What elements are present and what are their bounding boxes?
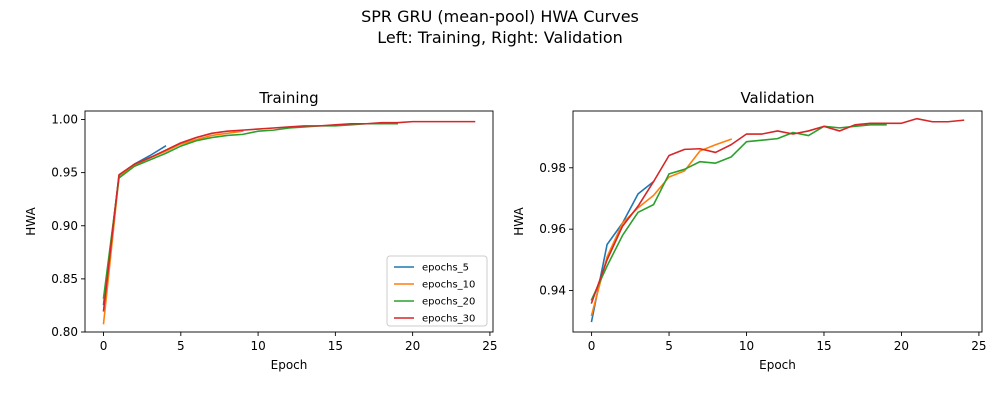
validation-x-tick-label: 0 bbox=[588, 339, 596, 353]
validation-x-tick-label: 5 bbox=[665, 339, 673, 353]
training-y-tick-label: 0.90 bbox=[51, 219, 78, 233]
validation-series-line-epochs_30 bbox=[590, 117, 965, 304]
training-y-axis-label: HWA bbox=[24, 206, 38, 235]
validation-x-axis-label: Epoch bbox=[759, 358, 796, 372]
validation-y-tick-label: 0.94 bbox=[539, 284, 566, 298]
training-y-tick-label: 0.85 bbox=[51, 272, 78, 286]
training-series-line-epochs_10 bbox=[102, 130, 244, 325]
training-series-line-epochs_30 bbox=[102, 120, 476, 312]
legend-frame bbox=[386, 255, 488, 327]
training-legend: epochs_5 epochs_10 epochs_20 epochs_30 bbox=[386, 255, 488, 327]
training-x-tick-label: 20 bbox=[405, 339, 420, 353]
training-axes-frame bbox=[84, 110, 494, 333]
legend-label-epochs_20: epochs_20 bbox=[422, 297, 475, 308]
training-x-tick-label: 25 bbox=[482, 339, 497, 353]
legend-label-epochs_5: epochs_5 bbox=[422, 263, 469, 274]
training-y-tick-label: 1.00 bbox=[51, 113, 78, 127]
validation-x-tick-label: 20 bbox=[894, 339, 909, 353]
validation-series-line-epochs_20 bbox=[590, 124, 887, 301]
training-x-tick-label: 5 bbox=[177, 339, 185, 353]
training-series-line-epochs_20 bbox=[102, 122, 398, 299]
validation-x-tick-label: 10 bbox=[739, 339, 754, 353]
validation-y-tick-label: 0.98 bbox=[539, 161, 566, 175]
legend-label-epochs_30: epochs_30 bbox=[422, 314, 475, 325]
validation-title: Validation bbox=[740, 89, 814, 107]
validation-y-axis-label: HWA bbox=[512, 206, 526, 235]
validation-panel: 0 5 10 15 20 25 0.94 0.96 0.98 Validation Epoch HWA bbox=[512, 89, 987, 372]
training-x-axis-label: Epoch bbox=[271, 358, 308, 372]
training-title: Training bbox=[258, 89, 318, 107]
training-x-tick-label: 10 bbox=[250, 339, 265, 353]
suptitle-line-2: Left: Training, Right: Validation bbox=[377, 28, 623, 47]
training-panel: 0 5 10 15 20 25 0.80 0.85 0.90 0.95 1.00 Training Ep… bbox=[24, 89, 498, 372]
legend-label-epochs_10: epochs_10 bbox=[422, 280, 475, 291]
validation-axes-frame bbox=[572, 110, 983, 333]
validation-series-line-epochs_10 bbox=[590, 138, 733, 317]
validation-x-tick-label: 25 bbox=[971, 339, 986, 353]
training-x-tick-label: 15 bbox=[328, 339, 343, 353]
training-y-tick-label: 0.80 bbox=[51, 325, 78, 339]
suptitle-line-1: SPR GRU (mean-pool) HWA Curves bbox=[361, 7, 639, 26]
validation-x-tick-label: 15 bbox=[816, 339, 831, 353]
training-x-tick-label: 0 bbox=[100, 339, 108, 353]
training-y-tick-label: 0.95 bbox=[51, 166, 78, 180]
validation-y-tick-label: 0.96 bbox=[539, 222, 566, 236]
